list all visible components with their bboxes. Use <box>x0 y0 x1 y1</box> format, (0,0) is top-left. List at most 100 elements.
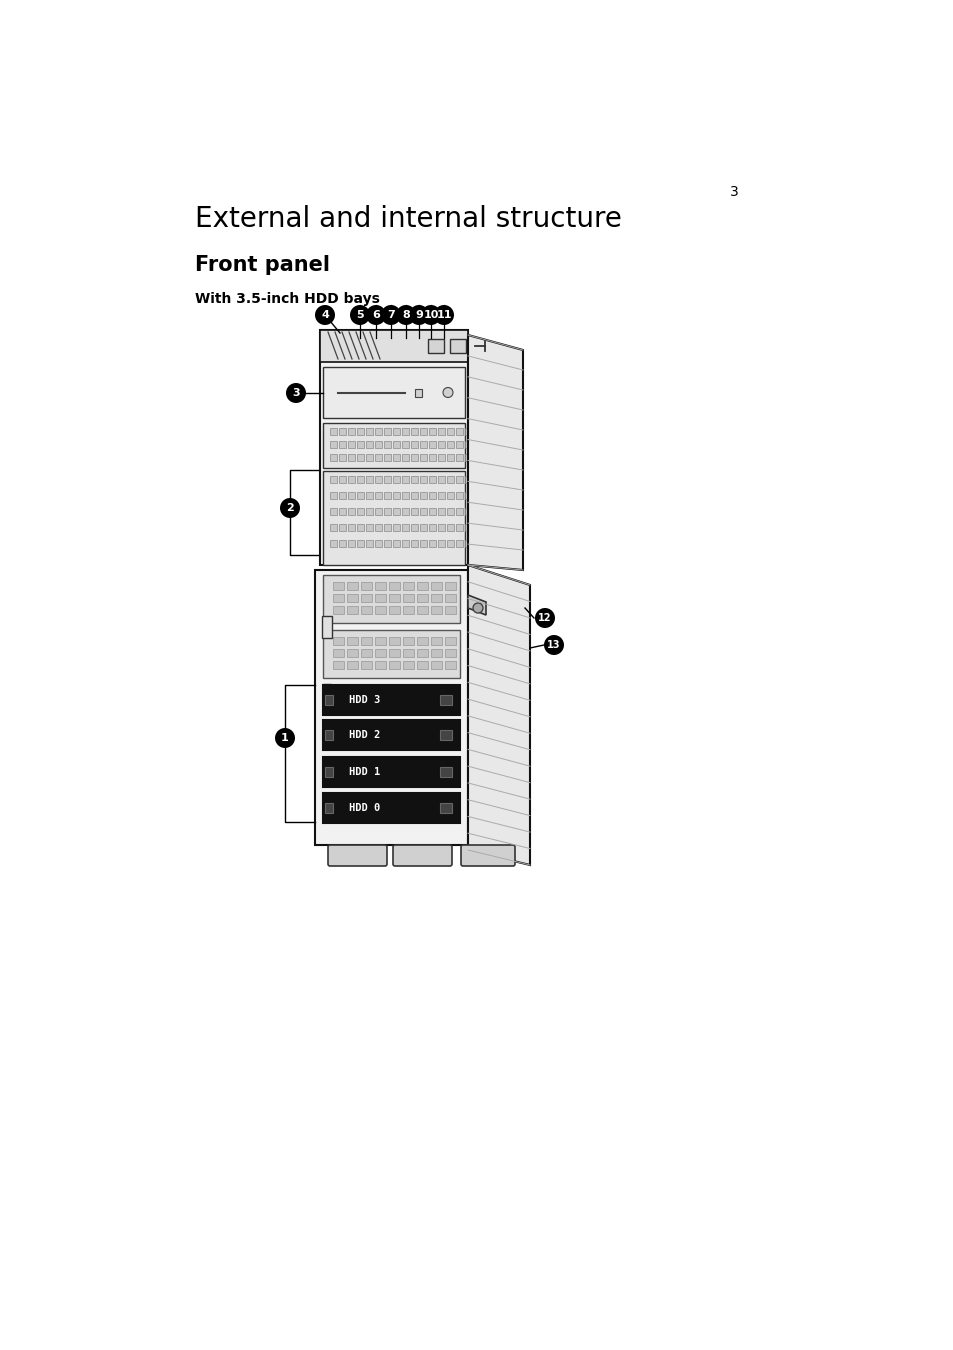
Bar <box>375 637 386 645</box>
Bar <box>444 637 456 645</box>
Bar <box>375 524 381 531</box>
Bar <box>456 454 462 460</box>
Text: 3: 3 <box>292 387 299 398</box>
Bar <box>444 594 456 602</box>
Bar <box>439 730 452 740</box>
Bar <box>431 637 441 645</box>
Bar <box>437 524 444 531</box>
Bar <box>456 477 462 483</box>
Bar <box>393 441 399 448</box>
Circle shape <box>366 305 386 325</box>
Bar <box>389 637 399 645</box>
FancyBboxPatch shape <box>328 845 387 865</box>
FancyBboxPatch shape <box>393 845 452 865</box>
Bar <box>428 339 443 352</box>
Bar <box>375 649 386 657</box>
Bar <box>464 477 472 483</box>
Polygon shape <box>468 595 485 616</box>
Polygon shape <box>468 335 522 570</box>
Bar <box>330 454 336 460</box>
Text: 12: 12 <box>537 613 551 622</box>
Bar <box>323 792 459 824</box>
Bar <box>437 540 444 547</box>
Bar <box>401 508 409 514</box>
Bar <box>314 570 468 845</box>
Bar <box>411 477 417 483</box>
Bar <box>347 662 357 670</box>
Bar <box>437 441 444 448</box>
Bar <box>411 524 417 531</box>
Bar <box>393 477 399 483</box>
Bar <box>323 684 331 701</box>
Bar <box>375 606 386 614</box>
Bar <box>464 508 472 514</box>
Bar <box>429 441 436 448</box>
Bar <box>411 428 417 435</box>
Bar <box>437 491 444 500</box>
Bar <box>444 662 456 670</box>
Bar <box>464 428 472 435</box>
Bar <box>447 477 454 483</box>
Bar <box>464 524 472 531</box>
Circle shape <box>442 387 453 397</box>
Bar <box>375 428 381 435</box>
Circle shape <box>280 498 299 518</box>
Bar <box>319 329 468 362</box>
Bar <box>456 428 462 435</box>
Text: With 3.5-inch HDD bays: With 3.5-inch HDD bays <box>194 292 379 306</box>
Bar <box>402 606 414 614</box>
Bar <box>356 428 364 435</box>
Text: 8: 8 <box>402 310 410 320</box>
Bar <box>330 540 336 547</box>
Bar <box>325 730 333 740</box>
Bar <box>348 491 355 500</box>
Bar <box>360 606 372 614</box>
Text: 4: 4 <box>321 310 329 320</box>
Bar <box>360 662 372 670</box>
Bar <box>356 524 364 531</box>
Text: HDD 0: HDD 0 <box>349 803 380 813</box>
Bar <box>429 477 436 483</box>
Bar <box>402 649 414 657</box>
Bar <box>366 540 373 547</box>
Bar <box>366 508 373 514</box>
Bar <box>348 454 355 460</box>
Bar <box>348 441 355 448</box>
Bar <box>393 524 399 531</box>
Circle shape <box>434 305 454 325</box>
Bar <box>419 428 427 435</box>
Bar <box>360 649 372 657</box>
Text: Front panel: Front panel <box>194 255 330 275</box>
Circle shape <box>350 305 370 325</box>
Bar <box>431 594 441 602</box>
Bar <box>375 454 381 460</box>
Bar <box>393 454 399 460</box>
Bar <box>366 477 373 483</box>
Bar <box>416 662 428 670</box>
Bar <box>323 757 459 787</box>
Bar <box>456 441 462 448</box>
Circle shape <box>380 305 400 325</box>
Bar <box>338 454 346 460</box>
Bar <box>384 491 391 500</box>
Bar <box>444 606 456 614</box>
Bar <box>389 594 399 602</box>
Bar <box>393 428 399 435</box>
Bar <box>431 649 441 657</box>
Bar <box>429 454 436 460</box>
Bar <box>431 582 441 590</box>
Bar <box>333 582 344 590</box>
Bar <box>330 491 336 500</box>
Bar <box>437 477 444 483</box>
Bar <box>356 441 364 448</box>
Bar <box>401 524 409 531</box>
Bar <box>437 428 444 435</box>
Circle shape <box>314 305 335 325</box>
Text: HDD 3: HDD 3 <box>349 695 380 705</box>
Bar <box>356 491 364 500</box>
Bar <box>419 524 427 531</box>
Circle shape <box>274 728 294 748</box>
Bar <box>375 491 381 500</box>
Bar <box>419 441 427 448</box>
Bar <box>464 454 472 460</box>
